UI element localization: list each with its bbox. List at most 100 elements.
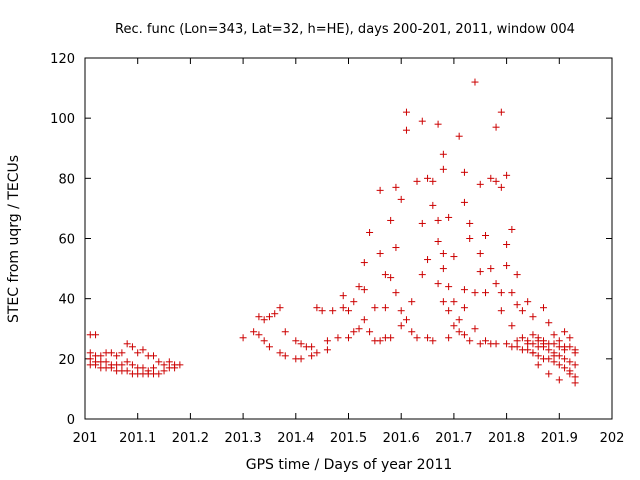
data-point — [450, 253, 458, 261]
data-point — [376, 250, 384, 258]
data-point — [439, 265, 447, 273]
data-point — [397, 195, 405, 203]
data-point — [350, 328, 358, 336]
data-point — [339, 292, 347, 300]
data-point — [513, 301, 521, 309]
data-point — [508, 322, 516, 330]
y-axis: 0 20 40 60 80 100 120 — [50, 52, 612, 428]
data-point — [387, 274, 395, 282]
y-tick-label: 60 — [58, 233, 75, 248]
data-point — [571, 379, 579, 387]
data-point — [492, 340, 500, 348]
data-point — [445, 283, 453, 291]
data-series — [86, 78, 579, 387]
data-point — [123, 340, 131, 348]
data-point — [487, 265, 495, 273]
data-point — [128, 343, 136, 351]
data-point — [429, 201, 437, 209]
data-point — [107, 364, 115, 372]
data-point — [503, 262, 511, 270]
data-point — [476, 268, 484, 276]
data-point — [518, 334, 526, 342]
data-point — [503, 241, 511, 249]
data-point — [397, 307, 405, 315]
data-point — [139, 364, 147, 372]
data-point — [371, 304, 379, 312]
data-point — [545, 319, 553, 327]
data-point — [534, 361, 542, 369]
data-point — [482, 231, 490, 239]
data-point — [555, 361, 563, 369]
data-point — [139, 346, 147, 354]
x-tick-label: 201.2 — [172, 431, 209, 446]
data-point — [97, 352, 105, 360]
data-point — [171, 364, 179, 372]
y-tick-label: 120 — [50, 52, 75, 67]
data-point — [561, 328, 569, 336]
data-point — [566, 370, 574, 378]
data-point — [466, 219, 474, 227]
data-point — [123, 358, 131, 366]
data-point — [429, 177, 437, 185]
data-point — [524, 346, 532, 354]
data-point — [239, 334, 247, 342]
data-point — [492, 280, 500, 288]
data-point — [566, 334, 574, 342]
data-point — [376, 186, 384, 194]
data-point — [503, 171, 511, 179]
data-point — [150, 352, 158, 360]
data-point — [366, 328, 374, 336]
data-point — [439, 165, 447, 173]
data-point — [329, 307, 337, 315]
data-point — [381, 304, 389, 312]
data-point — [550, 358, 558, 366]
data-point — [107, 349, 115, 357]
data-point — [450, 298, 458, 306]
data-point — [250, 328, 258, 336]
data-point — [128, 361, 136, 369]
data-point — [281, 352, 289, 360]
data-point — [566, 343, 574, 351]
data-point — [323, 346, 331, 354]
data-point — [571, 346, 579, 354]
data-point — [276, 349, 284, 357]
data-point — [460, 286, 468, 294]
data-point — [134, 349, 142, 357]
data-point — [550, 340, 558, 348]
data-point — [292, 337, 300, 345]
data-point — [534, 334, 542, 342]
data-point — [445, 334, 453, 342]
data-point — [455, 132, 463, 140]
data-point — [508, 225, 516, 233]
data-point — [439, 250, 447, 258]
data-point — [471, 325, 479, 333]
data-point — [123, 367, 131, 375]
data-point — [424, 256, 432, 264]
data-point — [455, 316, 463, 324]
data-point — [402, 316, 410, 324]
data-point — [376, 337, 384, 345]
data-point — [471, 289, 479, 297]
data-point — [539, 337, 547, 345]
y-axis-label: STEC from uqrg / TECUs — [6, 155, 22, 323]
data-point — [555, 337, 563, 345]
data-point — [482, 337, 490, 345]
data-point — [482, 289, 490, 297]
data-point — [529, 340, 537, 348]
data-point — [518, 307, 526, 315]
data-point — [360, 259, 368, 267]
data-point — [424, 174, 432, 182]
data-point — [397, 322, 405, 330]
data-point — [529, 313, 537, 321]
data-point — [155, 358, 163, 366]
data-point — [271, 310, 279, 318]
data-point — [455, 328, 463, 336]
data-point — [466, 337, 474, 345]
data-point — [492, 177, 500, 185]
data-point — [355, 283, 363, 291]
data-point — [381, 271, 389, 279]
data-point — [392, 244, 400, 252]
data-point — [434, 238, 442, 246]
data-point — [392, 183, 400, 191]
